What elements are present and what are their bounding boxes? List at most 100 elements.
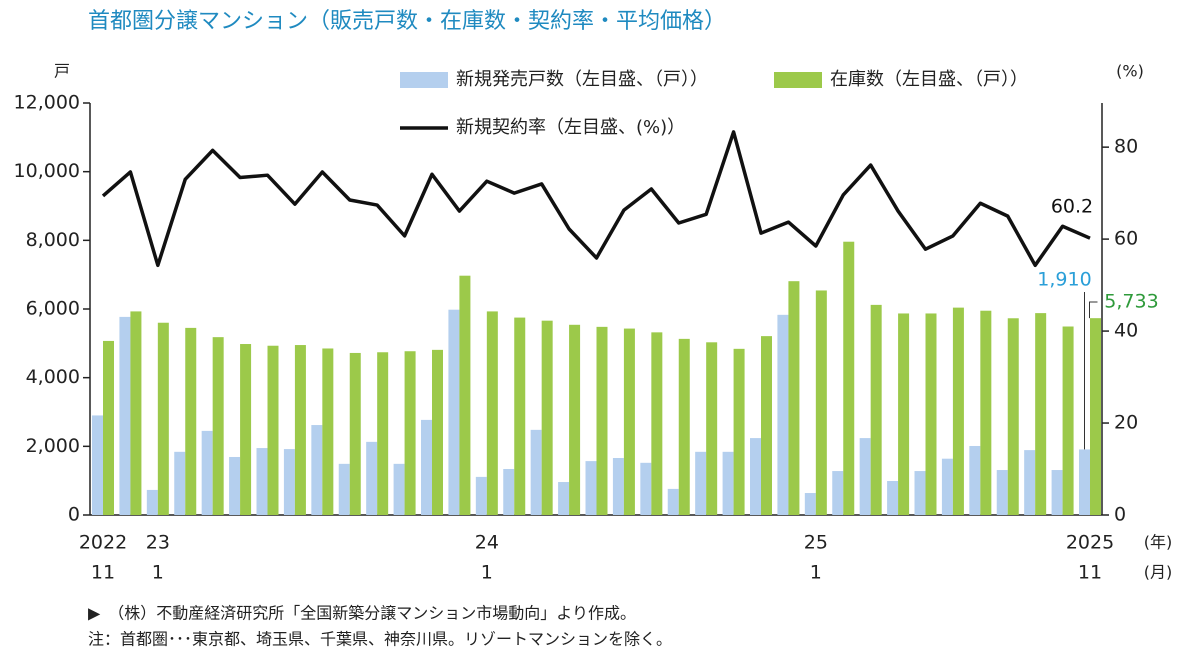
y2-axis-label: (%) (1116, 62, 1144, 81)
bar (366, 441, 378, 515)
bar (475, 476, 487, 515)
bar (530, 429, 542, 515)
bar (1051, 470, 1063, 515)
bar (722, 451, 734, 515)
x-tick-label: 23 (146, 532, 170, 554)
bar (640, 462, 652, 515)
bar (294, 345, 306, 515)
x-tick-label: 1 (152, 562, 164, 584)
bar (843, 241, 855, 515)
y2-tick-label: 80 (1114, 136, 1138, 158)
bar (750, 438, 761, 515)
bar (92, 415, 103, 515)
bar (761, 336, 772, 515)
bar (1007, 318, 1019, 515)
note: ▶ （株）不動産経済研究所「全国新築分譲マンション市場動向」より作成。 (88, 604, 636, 623)
bar (146, 489, 158, 515)
bar (623, 328, 635, 515)
bar (311, 425, 323, 515)
bar (256, 448, 268, 515)
bar (695, 451, 707, 515)
y-tick-label: 10,000 (14, 160, 80, 182)
bar (1035, 313, 1047, 515)
bar (788, 281, 800, 515)
bar (678, 338, 690, 515)
line (101, 130, 1091, 268)
bar (267, 345, 279, 515)
bar (569, 324, 581, 515)
x-tick-label: 2025 (1066, 532, 1114, 554)
y2-tick-label: 20 (1114, 412, 1138, 434)
bar (941, 458, 953, 515)
bar (201, 430, 213, 515)
bar (157, 322, 169, 515)
bar (898, 313, 910, 515)
bar (925, 313, 937, 515)
y2-tick-label: 40 (1114, 320, 1138, 342)
bar (240, 344, 252, 515)
y-axis-label: 戸 (54, 62, 70, 81)
bar (119, 316, 131, 515)
bar (585, 461, 597, 515)
bar (103, 340, 114, 515)
y-tick-label: 4,000 (26, 366, 80, 388)
legend-label: 在庫数（左目盛、（戸）） (830, 69, 1028, 90)
x-tick-label: 2022 (79, 532, 127, 554)
x-year-unit: (年) (1144, 533, 1173, 552)
bar (952, 307, 964, 515)
y-tick-label: 6,000 (26, 298, 80, 320)
bar (804, 493, 816, 515)
note: 注：首都圏･･･東京都、埼玉県、千葉県、神奈川県。リゾートマンションを除く。 (88, 630, 672, 649)
bar (706, 342, 718, 515)
bar (393, 463, 405, 515)
legend-swatch (400, 72, 448, 88)
x-tick-label: 25 (804, 532, 828, 554)
bar (459, 275, 471, 515)
bar (185, 327, 197, 515)
x-tick-label: 11 (91, 562, 115, 584)
bar (229, 456, 241, 515)
bar (349, 352, 361, 515)
x-month-unit: (月) (1144, 563, 1173, 582)
bar (558, 482, 570, 515)
bar (832, 471, 844, 515)
bar (404, 351, 416, 515)
data-label: 60.2 (1051, 196, 1093, 218)
bar (1079, 449, 1090, 515)
bar (541, 320, 553, 515)
bar (815, 290, 827, 515)
x-tick-label: 1 (810, 562, 822, 584)
bar (338, 463, 350, 515)
bar (212, 337, 224, 515)
bar (130, 311, 142, 515)
bar (777, 314, 789, 515)
bar (503, 468, 515, 515)
data-label: 1,910 (1037, 269, 1091, 291)
y2-tick-label: 60 (1114, 228, 1138, 250)
legend-label: 新規契約率（左目盛、(%)） (456, 117, 685, 138)
bar (486, 311, 498, 515)
bar (870, 304, 882, 515)
y-tick-label: 0 (68, 504, 80, 526)
bar (651, 332, 663, 515)
bar (996, 470, 1008, 515)
bar (322, 348, 334, 515)
leader-line (1089, 301, 1098, 319)
y-tick-label: 2,000 (26, 435, 80, 457)
bar (969, 445, 981, 515)
bar (174, 451, 186, 515)
bar (1090, 318, 1101, 515)
bar (733, 348, 745, 515)
bar (1024, 450, 1036, 515)
x-tick-label: 11 (1078, 562, 1102, 584)
bar (1062, 326, 1074, 515)
data-label: 5,733 (1104, 291, 1158, 313)
legend-swatch (774, 72, 822, 88)
bar (980, 310, 992, 515)
y-tick-label: 8,000 (26, 229, 80, 251)
bar (914, 471, 926, 515)
bar (448, 309, 460, 515)
x-tick-label: 24 (475, 532, 499, 554)
bar (514, 317, 526, 515)
